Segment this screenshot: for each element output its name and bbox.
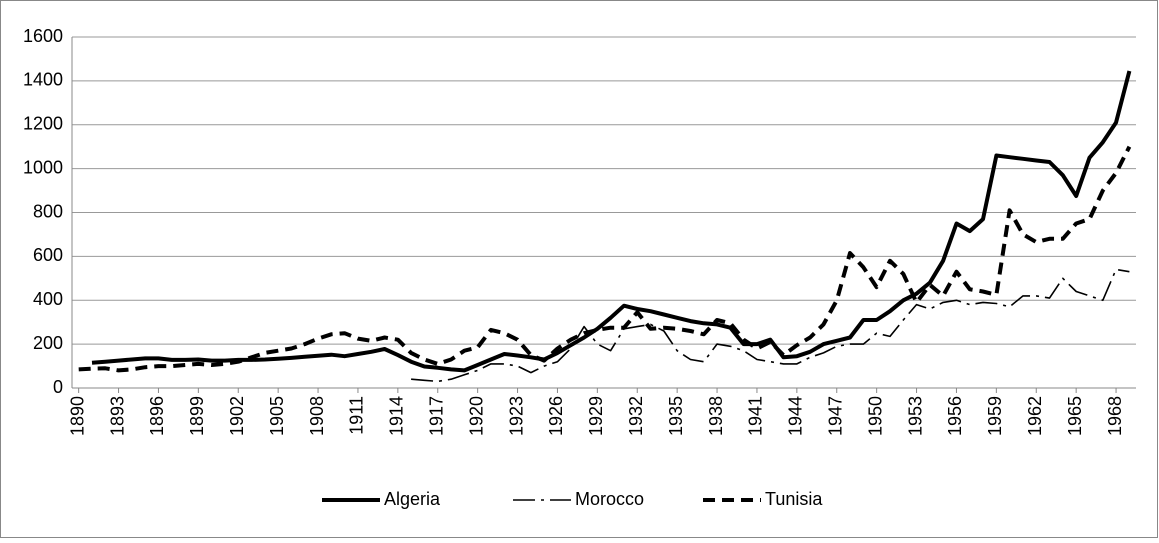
x-tick-label: 1908 (307, 396, 327, 436)
x-tick-label: 1914 (387, 396, 407, 436)
y-tick-label: 400 (33, 289, 63, 309)
x-tick-label: 1902 (227, 396, 247, 436)
x-tick-label: 1953 (905, 396, 925, 436)
y-tick-label: 600 (33, 245, 63, 265)
y-tick-label: 1200 (23, 114, 63, 134)
x-tick-label: 1935 (666, 396, 686, 436)
y-tick-label: 800 (33, 201, 63, 221)
series-line (91, 70, 1132, 373)
legend-label: Tunisia (765, 489, 823, 509)
x-tick-label: 1926 (546, 396, 566, 436)
y-tick-label: 1000 (23, 157, 63, 177)
legend-label: Algeria (384, 489, 441, 509)
lines (78, 70, 1132, 383)
x-tick-label: 1899 (187, 396, 207, 436)
x-tick-label: 1941 (746, 396, 766, 436)
y-tick-label: 1400 (23, 70, 63, 90)
x-tick-label: 1938 (706, 396, 726, 436)
x-tick-label: 1932 (626, 396, 646, 436)
x-tick-label: 1962 (1025, 396, 1045, 436)
legend-label: Morocco (575, 489, 644, 509)
x-tick-label: 1896 (147, 396, 167, 436)
x-tick-label: 1968 (1105, 396, 1125, 436)
x-tick-label: 1956 (945, 396, 965, 436)
x-tick-label: 1890 (67, 396, 87, 436)
y-tick-label: 200 (33, 333, 63, 353)
x-tick-label: 1905 (267, 396, 287, 436)
x-tick-label: 1893 (107, 396, 127, 436)
y-tick-label: 0 (53, 377, 63, 397)
labels: 0 200 400 600 800 1000 1200 1400 1600 1890 1893 189… (23, 26, 1125, 509)
x-tick-label: 1917 (427, 396, 447, 436)
x-tick-label: 1965 (1065, 396, 1085, 436)
series-line (78, 145, 1132, 373)
series-line (411, 268, 1130, 383)
x-tick-label: 1944 (786, 396, 806, 436)
x-tick-label: 1920 (466, 396, 486, 436)
x-tick-label: 1950 (865, 396, 885, 436)
x-tick-label: 1923 (506, 396, 526, 436)
x-tick-label: 1911 (347, 396, 367, 435)
x-tick-label: 1959 (985, 396, 1005, 436)
grid (71, 36, 1136, 393)
y-tick-label: 1600 (23, 26, 63, 46)
x-tick-label: 1947 (826, 396, 846, 436)
x-tick-label: 1929 (586, 396, 606, 436)
